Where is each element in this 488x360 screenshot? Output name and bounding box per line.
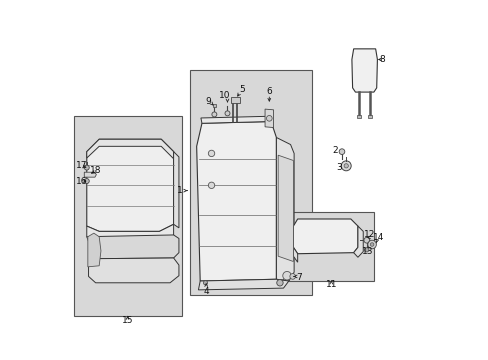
Polygon shape	[86, 139, 173, 159]
Circle shape	[211, 112, 216, 117]
Text: 16: 16	[76, 176, 87, 185]
Text: 18: 18	[90, 166, 101, 175]
Circle shape	[363, 238, 369, 243]
Circle shape	[344, 164, 347, 168]
Polygon shape	[293, 247, 297, 262]
Text: 9: 9	[204, 97, 210, 106]
Text: 13: 13	[362, 247, 373, 256]
Text: 4: 4	[203, 287, 208, 296]
Polygon shape	[278, 155, 293, 261]
Polygon shape	[198, 279, 288, 290]
Text: 17: 17	[76, 161, 87, 170]
Circle shape	[367, 240, 376, 249]
Bar	[288, 212, 373, 281]
Text: 12: 12	[363, 230, 374, 239]
Text: 2: 2	[331, 147, 337, 156]
Circle shape	[266, 116, 272, 121]
Circle shape	[84, 165, 89, 170]
Circle shape	[289, 274, 295, 279]
Circle shape	[203, 281, 207, 285]
Circle shape	[341, 161, 350, 171]
Text: 3: 3	[336, 163, 342, 172]
Circle shape	[224, 111, 229, 116]
Text: 15: 15	[122, 315, 133, 324]
Polygon shape	[351, 49, 377, 92]
Polygon shape	[86, 235, 179, 259]
Polygon shape	[86, 224, 173, 244]
Polygon shape	[88, 258, 179, 283]
Circle shape	[208, 182, 214, 189]
Circle shape	[208, 150, 214, 157]
Circle shape	[84, 179, 89, 184]
Circle shape	[369, 243, 373, 246]
Bar	[189, 70, 311, 295]
Polygon shape	[88, 233, 101, 267]
Polygon shape	[201, 116, 272, 123]
Text: 8: 8	[379, 55, 385, 64]
Circle shape	[276, 280, 283, 286]
Polygon shape	[264, 109, 273, 127]
Circle shape	[364, 248, 368, 252]
Circle shape	[339, 149, 344, 154]
Bar	[230, 97, 239, 103]
Circle shape	[282, 271, 291, 280]
Text: 7: 7	[296, 273, 302, 282]
Bar	[367, 115, 372, 118]
Text: 11: 11	[325, 280, 336, 289]
Bar	[212, 104, 216, 107]
Text: 10: 10	[219, 91, 230, 100]
Polygon shape	[353, 226, 363, 257]
Text: 14: 14	[372, 233, 384, 242]
Polygon shape	[84, 172, 96, 177]
Text: 5: 5	[238, 85, 244, 94]
Polygon shape	[86, 139, 173, 231]
Text: 6: 6	[266, 87, 272, 96]
Bar	[74, 116, 182, 316]
Polygon shape	[196, 122, 276, 281]
Bar	[356, 115, 360, 118]
Text: 1: 1	[177, 186, 183, 195]
Polygon shape	[293, 219, 357, 254]
Polygon shape	[173, 152, 179, 228]
Polygon shape	[276, 138, 293, 281]
